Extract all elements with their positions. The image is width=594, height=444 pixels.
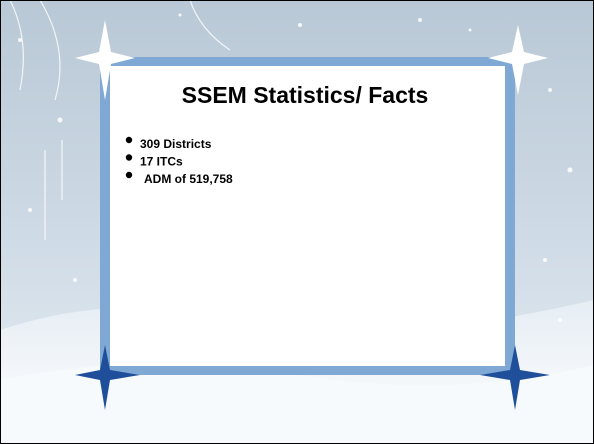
slide: SSEM Statistics/ Facts 309 Districts 17 I… — [0, 0, 594, 444]
bullet-dot — [126, 172, 132, 178]
bullet-text: ADM of 519,758 — [144, 172, 233, 186]
bullet-text: 17 ITCs — [140, 155, 183, 169]
page: SSEM Statistics/ Facts 309 Districts 17 I… — [0, 0, 594, 444]
slide-title: SSEM Statistics/ Facts — [182, 82, 429, 108]
bullet-dot — [126, 137, 132, 143]
bullet-dot — [126, 154, 132, 160]
bullet-text: 309 Districts — [140, 137, 212, 151]
